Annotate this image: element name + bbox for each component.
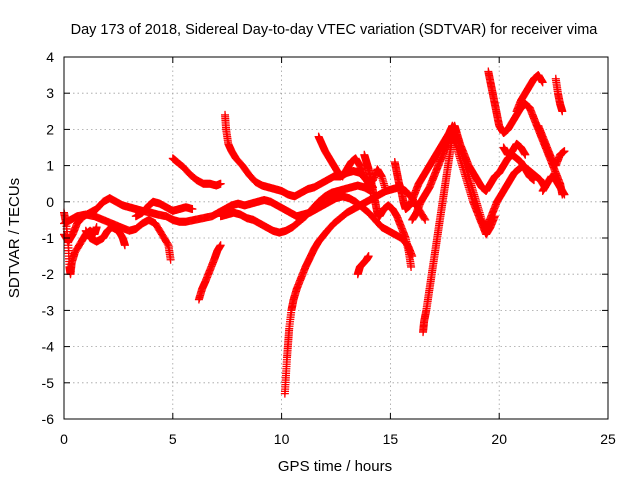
series-arc-17 [408, 132, 499, 239]
series-arc-14 [360, 150, 416, 271]
plus-point [521, 150, 530, 159]
plus-point [92, 223, 101, 232]
y-tick-label: 3 [46, 85, 54, 101]
plus-point [216, 179, 225, 188]
y-tick-label: -4 [42, 339, 55, 355]
y-tick-label: 0 [46, 194, 54, 210]
y-tick-label: -1 [42, 230, 55, 246]
data-points [60, 67, 569, 398]
axis-ticks [63, 56, 609, 420]
series-arc-22 [499, 139, 530, 159]
x-tick-label: 20 [491, 431, 507, 447]
y-tick-label: 1 [46, 158, 54, 174]
x-tick-label: 0 [60, 431, 68, 447]
series-arc-05 [131, 197, 197, 221]
series-arc-09 [214, 192, 417, 261]
plus-point [166, 255, 175, 264]
y-tick-labels: -6 -5 -4 -3 -2 -1 0 1 2 3 4 [42, 49, 55, 427]
series-arc-04 [81, 223, 129, 250]
series-arc-08 [221, 110, 377, 201]
plus-point [420, 214, 429, 223]
x-tick-label: 10 [274, 431, 290, 447]
x-tick-labels: 0 5 10 15 20 25 [60, 431, 616, 447]
chart-title: Day 173 of 2018, Sidereal Day-to-day VTE… [71, 22, 599, 38]
plus-point [558, 107, 567, 116]
y-tick-label: 4 [46, 49, 54, 65]
series-arc-06 [168, 154, 225, 190]
grid-lines [64, 57, 608, 419]
plus-point [560, 147, 569, 156]
series-arc-20 [551, 74, 567, 116]
plus-point [530, 176, 539, 185]
y-tick-label: -6 [42, 411, 55, 427]
y-tick-label: -3 [42, 302, 55, 318]
plus-point [538, 78, 547, 87]
x-tick-label: 25 [600, 431, 616, 447]
series-arc-23 [538, 172, 569, 199]
y-tick-label: 2 [46, 121, 54, 137]
series-arc-12 [314, 132, 391, 195]
series-arc-13 [353, 252, 373, 279]
plus-point [188, 205, 197, 214]
x-tick-label: 15 [383, 431, 399, 447]
plus-point [382, 186, 391, 195]
series-arc-03 [60, 210, 175, 264]
plus-point [216, 241, 225, 250]
y-tick-label: -2 [42, 266, 55, 282]
plus-point [364, 252, 373, 261]
y-tick-label: -5 [42, 375, 55, 391]
plus-point [407, 262, 416, 271]
series-arc-07 [194, 241, 225, 304]
plus-point [490, 212, 499, 221]
y-axis-label: SDTVAR / TECUs [6, 178, 23, 298]
series-arc-19 [512, 71, 547, 116]
plus-point [120, 241, 129, 250]
x-tick-label: 5 [169, 431, 177, 447]
series-arc-16 [419, 121, 539, 337]
plus-point [421, 215, 430, 224]
series-arc-21 [534, 121, 569, 170]
plus-point [560, 190, 569, 199]
x-axis-label: GPS time / hours [278, 458, 392, 475]
